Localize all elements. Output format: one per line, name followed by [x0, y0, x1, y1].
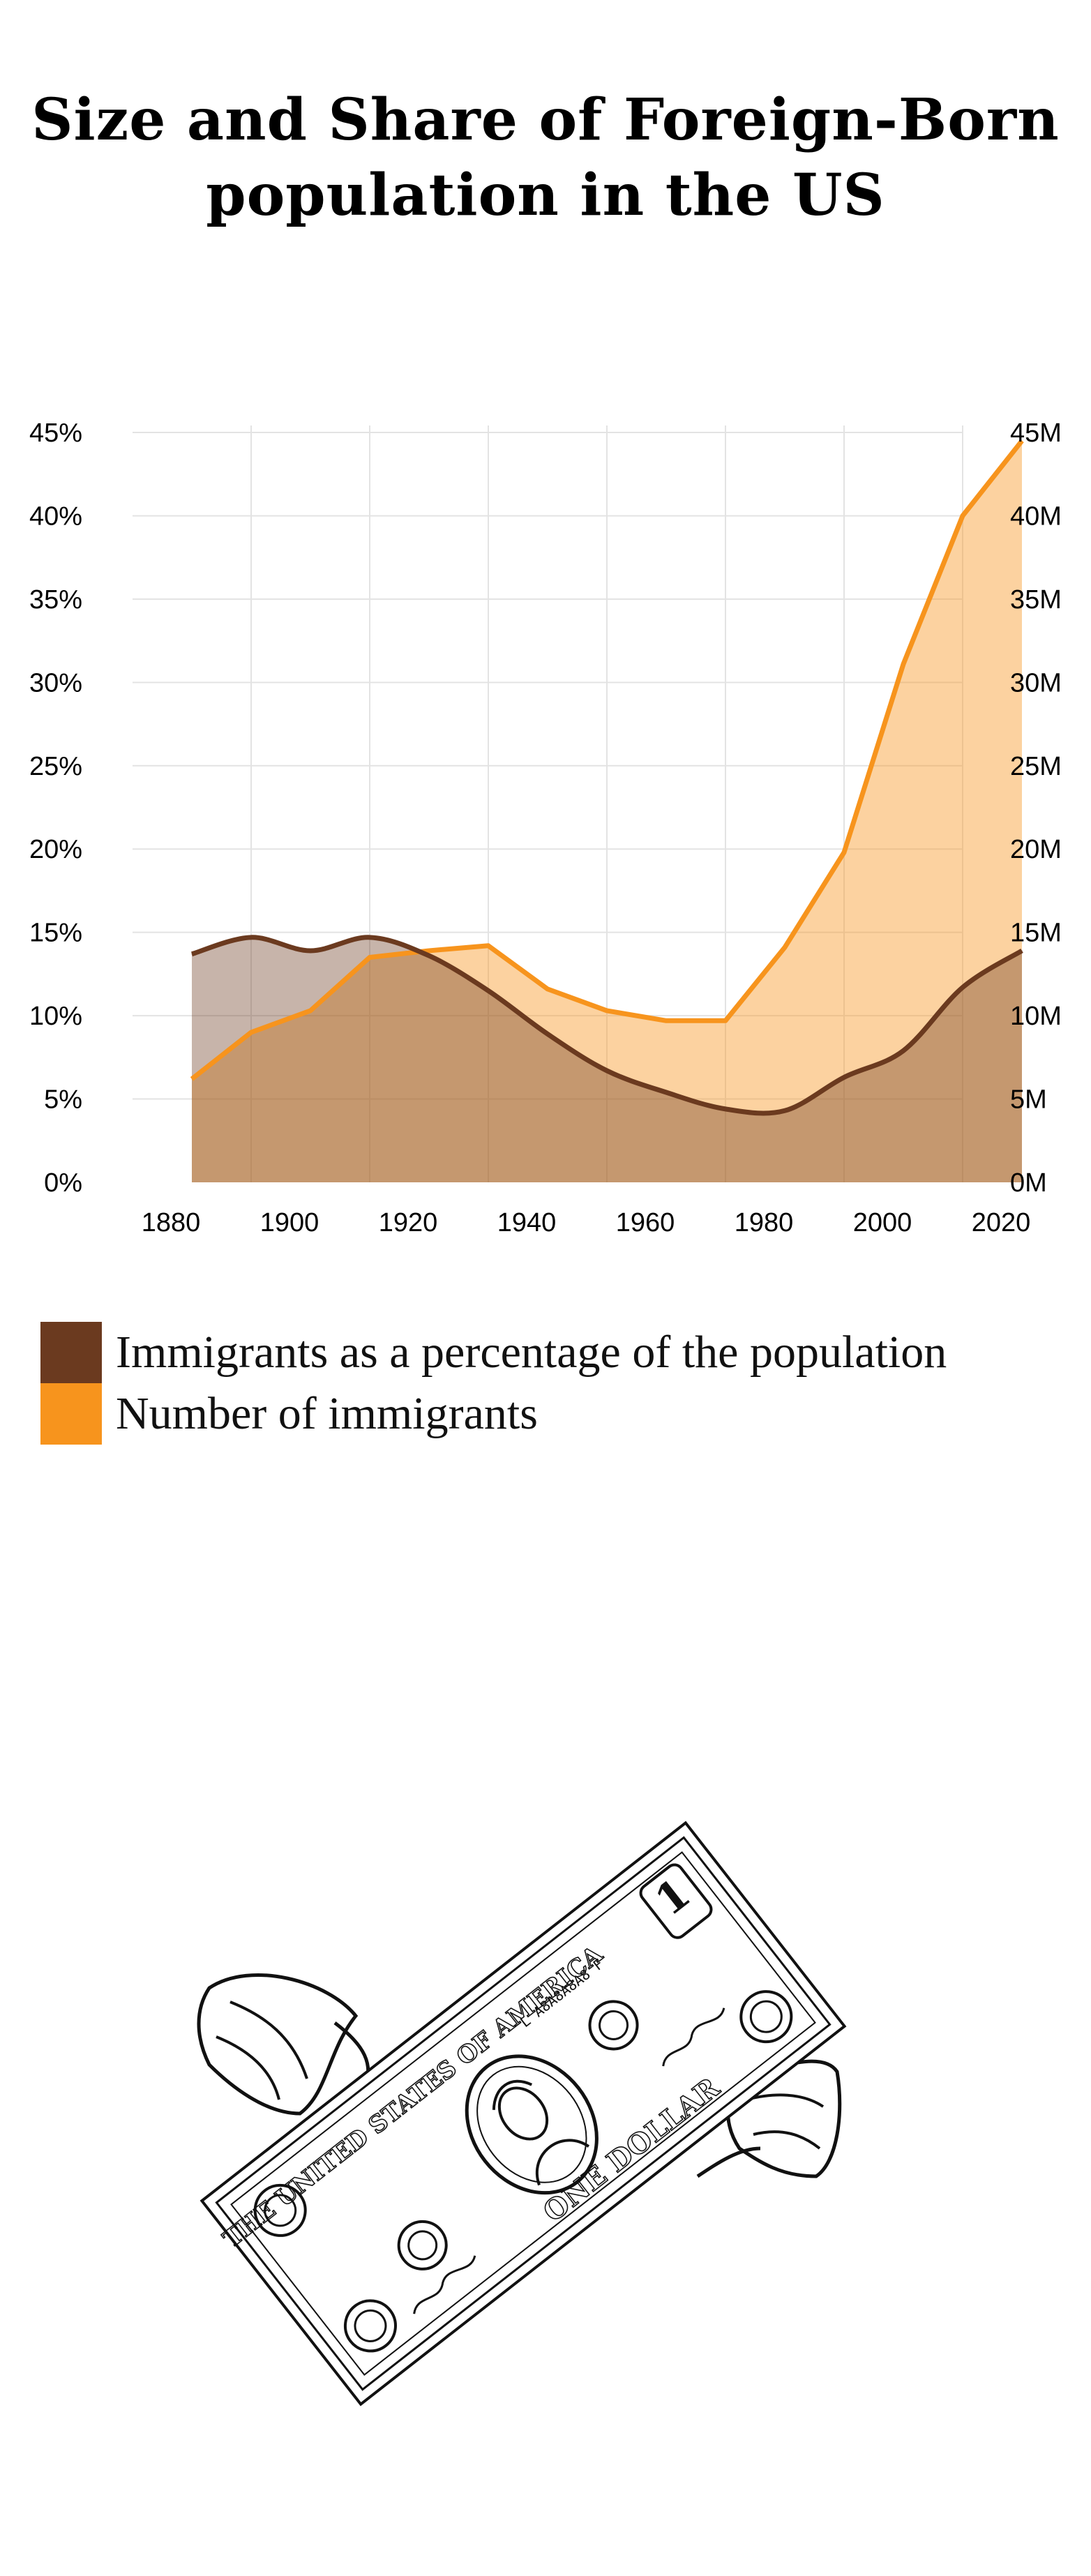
- point-number-of-immigrants: [191, 1078, 193, 1080]
- right-tick-label: 20M: [1010, 835, 1062, 864]
- legend-swatch-percentage: [40, 1322, 102, 1383]
- point-percentage: [903, 1050, 904, 1051]
- legend-item-number: Number of immigrants: [40, 1383, 947, 1445]
- left-tick-label: 15%: [29, 919, 82, 948]
- point-number-of-immigrants: [903, 663, 904, 665]
- point-percentage: [843, 1077, 845, 1078]
- legend-swatch-number: [40, 1383, 102, 1445]
- chart-lines: [190, 439, 1024, 1116]
- x-tick-label: 1980: [735, 1208, 794, 1237]
- right-tick-label: 40M: [1010, 502, 1062, 531]
- left-tick-label: 45%: [29, 419, 82, 448]
- left-axis-ticks: 0% 5% 10% 15% 20% 25% 30% 35% 40% 45%: [29, 419, 82, 1198]
- x-tick-label: 1900: [260, 1208, 319, 1237]
- point-number-of-immigrants: [606, 1010, 608, 1011]
- left-tick-label: 5%: [44, 1085, 82, 1115]
- right-tick-label: 10M: [1010, 1002, 1062, 1031]
- left-tick-label: 35%: [29, 585, 82, 615]
- x-tick-label: 1940: [497, 1208, 557, 1237]
- x-tick-label: 1920: [379, 1208, 438, 1237]
- point-number-of-immigrants: [428, 950, 430, 951]
- area-percentage: [192, 937, 1022, 1182]
- left-tick-label: 25%: [29, 752, 82, 781]
- point-number-of-immigrants: [250, 1032, 252, 1033]
- foreign-born-chart: 0% 5% 10% 15% 20% 25% 30% 35% 40% 45% 0M 5M 10M 15M 2…: [29, 419, 1062, 1237]
- point-percentage: [310, 950, 311, 951]
- point-percentage: [1021, 950, 1023, 951]
- title-line-1: Size and Share of Foreign-Born: [31, 86, 1060, 153]
- area-number-of-immigrants: [192, 440, 1022, 1182]
- legend-label-percentage: Immigrants as a percentage of the popula…: [116, 1327, 947, 1378]
- title-line-2: population in the US: [206, 162, 885, 229]
- point-number-of-immigrants: [725, 1020, 726, 1021]
- chart-areas: [192, 440, 1022, 1182]
- left-tick-label: 30%: [29, 668, 82, 698]
- legend-item-percentage: Immigrants as a percentage of the popula…: [40, 1322, 947, 1383]
- x-tick-label: 1880: [142, 1208, 201, 1237]
- right-tick-label: 15M: [1010, 919, 1062, 948]
- page-title: Size and Share of Foreign-Born populatio…: [0, 82, 1091, 233]
- left-tick-label: 40%: [29, 502, 82, 531]
- point-number-of-immigrants: [1021, 440, 1023, 442]
- right-tick-label: 35M: [1010, 585, 1062, 615]
- right-tick-label: 5M: [1010, 1085, 1047, 1115]
- right-tick-label: 45M: [1010, 419, 1062, 448]
- x-tick-label: 1960: [616, 1208, 675, 1237]
- legend-label-number: Number of immigrants: [116, 1388, 538, 1439]
- right-tick-label: 30M: [1010, 668, 1062, 698]
- x-tick-label: 2000: [853, 1208, 912, 1237]
- point-number-of-immigrants: [843, 852, 845, 853]
- point-percentage: [606, 1070, 608, 1071]
- x-axis-ticks: 1880 1900 1920 1940 1960 1980 2000 2020: [142, 1208, 1031, 1237]
- point-number-of-immigrants: [488, 945, 489, 947]
- chart-legend: Immigrants as a percentage of the popula…: [40, 1322, 947, 1445]
- point-number-of-immigrants: [665, 1020, 667, 1021]
- point-percentage: [665, 1092, 667, 1093]
- x-tick-label: 2020: [972, 1208, 1031, 1237]
- right-axis-ticks: 0M 5M 10M 15M 20M 25M 30M 35M 40M 45M: [1010, 419, 1062, 1198]
- left-tick-label: 10%: [29, 1002, 82, 1031]
- left-tick-label: 0%: [44, 1168, 82, 1198]
- point-number-of-immigrants: [310, 1010, 311, 1011]
- chart-grid: [133, 425, 963, 1182]
- point-percentage: [725, 1108, 726, 1110]
- right-tick-label: 25M: [1010, 752, 1062, 781]
- dollar-bill-candy-icon: THE UNITED STATES OF AMERICA ONE DOLLAR …: [197, 1821, 847, 2406]
- left-tick-label: 20%: [29, 835, 82, 864]
- right-tick-label: 0M: [1010, 1168, 1047, 1198]
